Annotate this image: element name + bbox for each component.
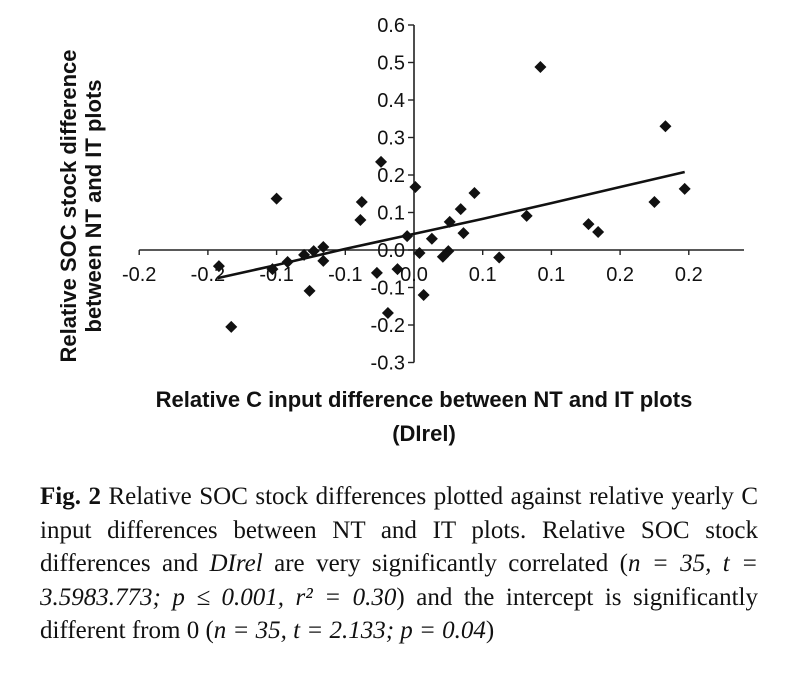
y-tick-label: 0.6 [377, 15, 405, 37]
data-point [266, 263, 279, 276]
y-axis-title-line-1: Relative SOC stock difference [56, 49, 81, 362]
data-point [401, 230, 414, 243]
x-tick-label: -0.1 [328, 264, 362, 286]
x-tick-label: 0.1 [469, 264, 497, 286]
y-tick-label: 0.0 [377, 240, 405, 262]
x-tick-label: 0.0 [400, 264, 428, 286]
y-ticks: 0.6 0.5 0.4 0.3 0.2 0.1 0.0 -0.1 -0.2 -0.3 [371, 15, 414, 375]
y-axis-title-line-2: between NT and IT plots [81, 79, 106, 332]
data-point [317, 241, 330, 253]
caption-text-3: ) and the intercept is significantly dif… [40, 583, 759, 645]
data-point [442, 245, 455, 258]
data-point [493, 251, 506, 264]
caption-italic-term: DIrel [209, 550, 263, 577]
data-point [443, 215, 456, 228]
caption-stats-2: n = 35, t = 2.133; p = 0.04 [213, 617, 486, 644]
data-point [425, 232, 438, 245]
data-point [381, 307, 394, 319]
data-points [212, 61, 691, 333]
y-tick-label: -0.2 [371, 315, 405, 337]
data-point [417, 289, 430, 301]
data-point [592, 226, 605, 238]
data-point [225, 320, 238, 333]
x-axis-title: Relative C input difference between NT a… [156, 387, 693, 446]
caption-text-4: ) [485, 617, 495, 644]
data-point [391, 263, 404, 276]
data-point [454, 203, 467, 216]
x-axis-title-line-2: (DIrel) [392, 421, 456, 446]
data-point [648, 196, 661, 208]
axes [139, 25, 744, 363]
data-point [468, 187, 481, 199]
data-point [212, 260, 225, 273]
data-point [375, 155, 388, 168]
y-tick-label: -0.3 [371, 353, 405, 375]
x-tick-label: 0.2 [675, 264, 703, 286]
y-axis-title: Relative SOC stock difference between NT… [56, 49, 106, 362]
data-point [354, 214, 367, 226]
data-point [457, 227, 470, 240]
data-point [355, 196, 368, 208]
data-point [303, 284, 316, 297]
data-point [317, 254, 330, 267]
y-tick-label: 0.4 [377, 90, 405, 112]
scatter-chart: Relative SOC stock difference between NT… [56, 15, 744, 446]
x-tick-label: 0.1 [537, 264, 565, 286]
data-point [678, 182, 691, 195]
x-tick-label: 0.2 [606, 264, 634, 286]
caption-stats-1: n = 35, t = 3.5983.773; p ≤ 0.001, r² = … [40, 550, 758, 611]
y-tick-label: 0.3 [377, 128, 405, 150]
figure-label: Fig. 2 [40, 483, 101, 510]
data-point [413, 247, 426, 259]
data-point [659, 120, 672, 133]
data-point [307, 245, 320, 258]
data-point [534, 61, 547, 73]
x-ticks: -0.2 -0.2 -0.1 -0.1 0.0 0.1 0.1 0.2 0.2 [122, 250, 703, 286]
data-point [582, 218, 595, 231]
data-point [370, 266, 383, 279]
data-point [298, 248, 311, 261]
caption-text-1: Relative SOC stock differences plotted a… [40, 483, 759, 577]
data-point [409, 181, 422, 193]
figure-caption: Fig. 2 Relative SOC stock differences pl… [40, 480, 758, 648]
y-tick-label: 0.1 [377, 203, 405, 225]
x-tick-label: -0.2 [122, 264, 156, 286]
caption-text-2: are very significantly correlated ( [262, 550, 628, 577]
data-point [281, 256, 294, 268]
y-tick-label: -0.1 [371, 278, 405, 300]
y-tick-label: 0.2 [377, 165, 405, 187]
data-point [270, 192, 283, 205]
data-point [520, 209, 533, 222]
y-tick-label: 0.5 [377, 53, 405, 75]
x-axis-title-line-1: Relative C input difference between NT a… [156, 387, 693, 412]
